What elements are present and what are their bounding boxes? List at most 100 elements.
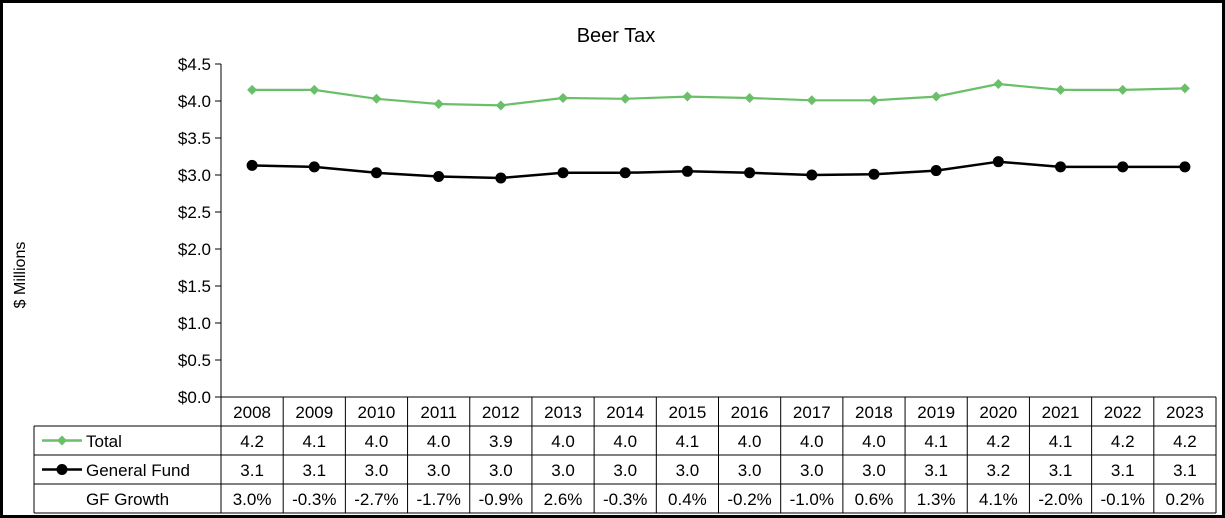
growth-cell: 0.4% — [668, 490, 707, 509]
x-tick-label: 2008 — [233, 403, 271, 422]
growth-cell: -0.3% — [292, 490, 336, 509]
table-cell: 4.0 — [862, 432, 886, 451]
y-tick-label: $4.0 — [178, 92, 211, 111]
table-cell: 3.1 — [302, 461, 326, 480]
x-tick-label: 2009 — [295, 403, 333, 422]
growth-cell: -2.7% — [354, 490, 398, 509]
x-tick-label: 2012 — [482, 403, 520, 422]
data-point — [558, 93, 569, 104]
x-tick-label: 2011 — [420, 403, 457, 422]
y-tick-label: $3.5 — [178, 129, 211, 148]
table-cell: 4.2 — [987, 432, 1011, 451]
table-cell: 4.2 — [240, 432, 264, 451]
data-point — [806, 95, 817, 106]
growth-cell: -0.3% — [603, 490, 647, 509]
growth-cell: 0.6% — [855, 490, 894, 509]
y-tick-label: $3.0 — [178, 166, 211, 185]
x-tick-label: 2013 — [544, 403, 582, 422]
table-cell: 4.0 — [800, 432, 824, 451]
legend-key-marker — [57, 435, 67, 446]
data-point — [744, 167, 756, 179]
data-point — [557, 167, 569, 179]
x-tick-label: 2018 — [855, 403, 893, 422]
x-tick-label: 2016 — [731, 403, 769, 422]
table-cell: 3.0 — [427, 461, 451, 480]
table-cell: 3.0 — [800, 461, 824, 480]
growth-cell: -0.9% — [479, 490, 523, 509]
table-cell: 4.2 — [1173, 432, 1197, 451]
table-cell: 3.1 — [1111, 461, 1135, 480]
table-cell: 3.0 — [365, 461, 389, 480]
x-tick-label: 2021 — [1042, 403, 1080, 422]
chart-title: Beer Tax — [577, 25, 656, 47]
table-cell: 4.0 — [365, 432, 389, 451]
x-tick-label: 2015 — [668, 403, 706, 422]
table-cell: 4.0 — [613, 432, 637, 451]
table-cell: 3.1 — [240, 461, 264, 480]
y-tick-label: $4.5 — [178, 55, 211, 74]
table-cell: 4.1 — [1049, 432, 1073, 451]
table-cell: 3.0 — [613, 461, 637, 480]
table-cell: 4.1 — [924, 432, 948, 451]
x-tick-label: 2023 — [1166, 403, 1204, 422]
data-point — [370, 167, 382, 179]
table-cell: 3.0 — [676, 461, 700, 480]
legend-key-marker — [56, 464, 68, 475]
table-cell: 3.0 — [489, 461, 513, 480]
data-point — [246, 159, 258, 171]
growth-cell: -1.7% — [416, 490, 460, 509]
series-line — [252, 82, 1185, 107]
growth-cell: 4.1% — [979, 490, 1018, 509]
y-tick-label: $1.0 — [178, 314, 211, 333]
x-tick-label: 2019 — [917, 403, 955, 422]
legend-label: General Fund — [86, 461, 190, 480]
data-point — [931, 91, 942, 102]
table-cell: 4.1 — [302, 432, 326, 451]
growth-cell: 0.2% — [1166, 490, 1205, 509]
x-tick-label: 2010 — [358, 403, 396, 422]
x-tick-label: 2014 — [606, 403, 644, 422]
data-point — [1117, 84, 1128, 95]
data-point — [433, 170, 445, 182]
data-point — [433, 98, 444, 109]
y-tick-label: $1.5 — [178, 277, 211, 296]
data-point — [1117, 161, 1129, 173]
table-cell: 3.1 — [924, 461, 948, 480]
x-tick-label: 2017 — [793, 403, 831, 422]
y-axis: $0.0 $0.5 $1.0 $1.5 $2.0 $2.5 $3.0 $3.5 $4.0 $4.5 — [178, 55, 222, 407]
table-cell: 4.0 — [551, 432, 575, 451]
data-point — [495, 100, 506, 111]
data-point — [868, 168, 880, 180]
x-tick-label: 2020 — [979, 403, 1017, 422]
data-table: 2008 2009 2010 2011 2012 2013 2014 2015 2016 2017… — [33, 396, 1217, 514]
table-cell: 3.0 — [551, 461, 575, 480]
data-point — [1055, 161, 1067, 173]
table-cell: 3.1 — [1049, 461, 1073, 480]
data-point — [681, 165, 693, 177]
series-group — [246, 78, 1191, 184]
growth-cell: -0.1% — [1101, 490, 1145, 509]
data-point — [993, 78, 1004, 89]
table-cell: 3.1 — [1173, 461, 1197, 480]
data-point — [1179, 83, 1190, 94]
table-cell: 3.2 — [987, 461, 1011, 480]
table-cell: 4.1 — [676, 432, 700, 451]
data-point — [992, 156, 1004, 168]
y-tick-label: $2.0 — [178, 240, 211, 259]
y-tick-label: $2.5 — [178, 203, 211, 222]
data-point — [682, 91, 693, 102]
data-point — [620, 93, 631, 104]
series-line — [252, 160, 1185, 180]
data-point — [619, 167, 631, 179]
y-axis-label: $ Millions — [12, 242, 29, 309]
table-cell: 3.9 — [489, 432, 513, 451]
growth-cell: 3.0% — [233, 490, 272, 509]
growth-cell: 2.6% — [544, 490, 583, 509]
data-point — [1179, 161, 1191, 173]
growth-cell: -1.0% — [790, 490, 834, 509]
data-point — [247, 84, 258, 95]
data-point — [495, 172, 507, 184]
data-point — [744, 93, 755, 104]
